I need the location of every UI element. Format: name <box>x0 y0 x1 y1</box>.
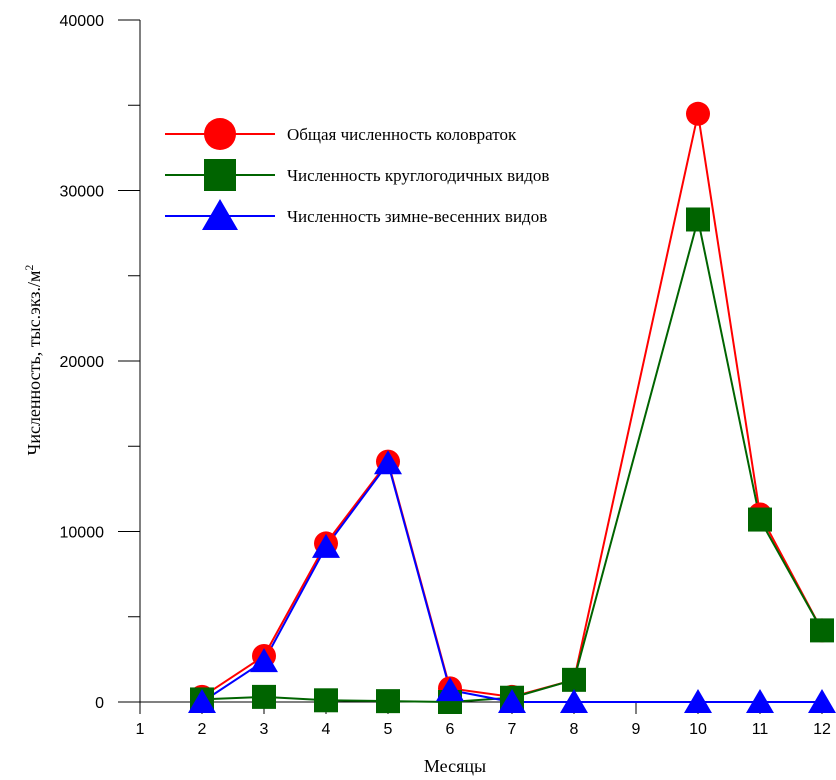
series-markers <box>188 101 836 714</box>
legend-marker-1 <box>204 159 236 191</box>
series-2-point-0 <box>188 689 216 713</box>
y-axis-title: Численность, тыс.экз./м2 <box>22 265 44 456</box>
series-1-point-7 <box>686 207 710 232</box>
y-axis-title-superscript: 2 <box>22 265 36 271</box>
x-tick-label-9: 10 <box>689 721 707 738</box>
x-tick-label-3: 4 <box>322 721 331 738</box>
legend-marker-2 <box>202 199 238 230</box>
x-tick-label-11: 12 <box>813 721 831 738</box>
y-tick-label-3: 30000 <box>60 184 105 201</box>
x-tick-label-10: 11 <box>752 721 769 738</box>
x-tick-label-7: 8 <box>570 721 579 738</box>
series-1-point-2 <box>314 688 338 713</box>
series-0-line <box>201 113 823 698</box>
series-2-point-9 <box>808 689 836 713</box>
x-tick-label-1: 2 <box>198 721 207 738</box>
y-tick-label-2: 20000 <box>60 354 105 371</box>
series-2-point-6 <box>560 689 588 713</box>
series-1-point-6 <box>562 667 586 692</box>
x-tick-label-5: 6 <box>446 721 455 738</box>
x-tick-label-8: 9 <box>632 721 641 738</box>
series-2-point-1 <box>250 648 278 673</box>
x-tick-label-2: 3 <box>260 721 269 738</box>
series-1-point-1 <box>252 684 276 709</box>
series-1-point-3 <box>376 689 400 714</box>
x-tick-label-0: 1 <box>136 721 145 738</box>
y-tick-label-4: 40000 <box>60 13 105 30</box>
x-tick-label-4: 5 <box>384 721 393 738</box>
legend: Общая численность коловраток Численность … <box>165 118 549 230</box>
series-2-point-7 <box>684 689 712 713</box>
legend-label-0: Общая численность коловраток <box>287 125 517 144</box>
series-2-point-2 <box>312 533 340 558</box>
y-axis-title-main: Численность, тыс.экз./м <box>24 271 44 456</box>
y-tick-label-0: 0 <box>95 695 104 712</box>
legend-label-2: Численность зимне-весенних видов <box>287 207 547 226</box>
series-1-point-8 <box>748 507 772 532</box>
legend-label-1: Численность круглогодичных видов <box>287 166 549 185</box>
series-2-point-5 <box>498 689 526 713</box>
series-1-line <box>201 219 823 704</box>
x-tick-label-6: 7 <box>508 721 517 738</box>
series-0-point-7 <box>686 101 710 126</box>
series-2-line <box>201 461 822 703</box>
x-axis-title: Месяцы <box>424 756 486 776</box>
series-lines <box>201 113 823 704</box>
series-2-point-8 <box>746 689 774 713</box>
legend-marker-0 <box>204 118 236 150</box>
y-tick-label-1: 10000 <box>60 525 105 542</box>
series-2-point-4 <box>436 677 464 702</box>
series-1-point-9 <box>810 618 834 643</box>
series-2-point-3 <box>374 450 402 475</box>
